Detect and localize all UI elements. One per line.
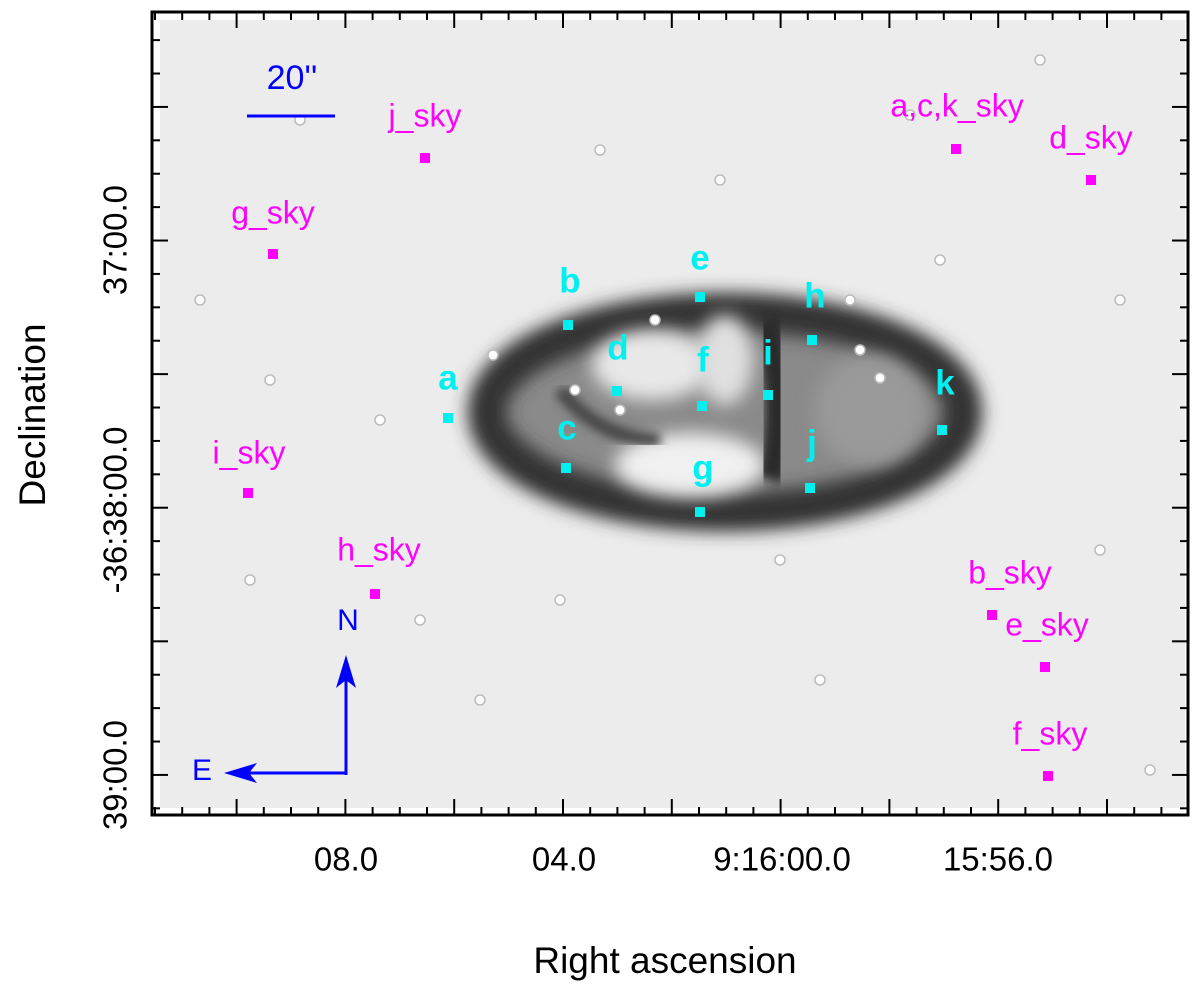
star [264, 374, 276, 386]
star [487, 349, 499, 361]
star [594, 144, 606, 156]
nebula [468, 293, 982, 531]
sky-label: g_sky [231, 194, 315, 230]
aperture-label: h [804, 276, 825, 315]
star [874, 372, 886, 384]
x-tick-label: 08.0 [314, 841, 378, 878]
star [1034, 54, 1046, 66]
aperture-marker [807, 335, 817, 345]
star [814, 674, 826, 686]
aperture-marker [697, 401, 707, 411]
east-label: E [192, 754, 212, 787]
aperture-label: a [438, 358, 458, 397]
aperture-marker [563, 320, 573, 330]
star [649, 314, 661, 326]
aperture-label: c [557, 408, 576, 447]
sky-marker [243, 488, 253, 498]
y-tick-label: 39:00.0 [97, 720, 134, 830]
north-label: N [337, 604, 359, 637]
star [554, 594, 566, 606]
scale-bar-label: 20'' [267, 59, 318, 97]
star [194, 294, 206, 306]
aperture-marker [763, 390, 773, 400]
aperture-label: j [806, 423, 817, 462]
sky-label: j_sky [388, 97, 462, 133]
compass [224, 655, 356, 783]
aperture-marker [695, 292, 705, 302]
star [854, 344, 866, 356]
aperture-marker [561, 463, 571, 473]
aperture-label: i [763, 333, 773, 372]
star [244, 574, 256, 586]
x-tick-label: 15:56.0 [943, 841, 1053, 878]
star [614, 404, 626, 416]
star [714, 174, 726, 186]
sky-label: i_sky [213, 434, 286, 470]
star [904, 109, 916, 121]
aperture-marker [937, 425, 947, 435]
sky-marker [1043, 771, 1053, 781]
markers: a b c d e f g hi j k j_sky a,c,k_sky d_sky g_sky i_sky… [213, 87, 1133, 781]
aperture-label: f [697, 340, 709, 379]
sky-label: d_sky [1049, 119, 1133, 155]
star [1094, 544, 1106, 556]
aperture-label: e [690, 238, 709, 277]
x-axis-label: Right ascension [533, 940, 796, 981]
sky-marker [987, 610, 997, 620]
sky-marker [1086, 175, 1096, 185]
star [934, 254, 946, 266]
x-tick-label: 9:16:00.0 [713, 841, 851, 878]
x-tick-label: 04.0 [532, 841, 596, 878]
aperture-marker [612, 386, 622, 396]
star [374, 414, 386, 426]
star [844, 294, 856, 306]
sky-label: b_sky [968, 554, 1052, 590]
sky-marker [951, 144, 961, 154]
star [1144, 764, 1156, 776]
aperture-label: b [559, 261, 580, 300]
y-axis-label: Declination [12, 323, 53, 506]
sky-label: h_sky [337, 531, 421, 567]
sky-label: f_sky [1013, 715, 1088, 751]
y-tick-label: -36:38:00.0 [97, 427, 134, 594]
y-tick-label: 37:00.0 [97, 185, 134, 295]
sky-marker [1040, 662, 1050, 672]
aperture-marker [443, 413, 453, 423]
aperture-label: k [935, 363, 955, 402]
star [474, 694, 486, 706]
sky-marker [420, 153, 430, 163]
star [774, 554, 786, 566]
plot-frame [150, 10, 1190, 817]
sky-marker [370, 589, 380, 599]
ticks [152, 12, 1188, 815]
north-arrowhead [336, 655, 356, 688]
star [569, 384, 581, 396]
east-arrowhead [224, 763, 257, 783]
aperture-label: d [607, 328, 628, 367]
sky-marker [268, 249, 278, 259]
aperture-marker [695, 507, 705, 517]
sky-label: e_sky [1005, 606, 1089, 642]
star [414, 614, 426, 626]
aperture-marker [805, 483, 815, 493]
sky-label: a,c,k_sky [890, 87, 1023, 123]
aperture-label: g [692, 448, 713, 487]
star [1114, 294, 1126, 306]
